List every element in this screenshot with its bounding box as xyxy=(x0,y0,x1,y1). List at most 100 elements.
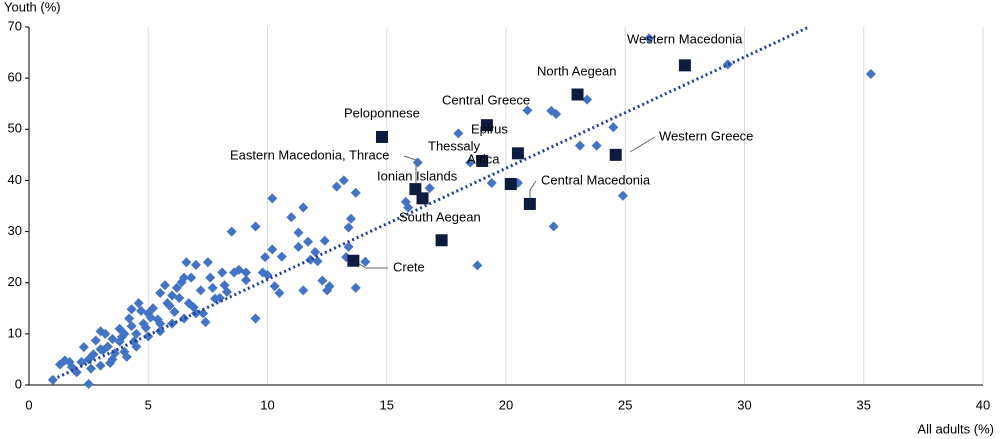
point xyxy=(350,282,361,293)
x-tick-label: 35 xyxy=(857,397,871,412)
point xyxy=(574,140,585,151)
point xyxy=(174,293,185,304)
point xyxy=(171,282,182,293)
point xyxy=(169,306,180,317)
y-axis-title: Youth (%) xyxy=(4,0,61,14)
point xyxy=(472,260,483,271)
point xyxy=(217,267,228,278)
point xyxy=(293,227,304,238)
point xyxy=(343,222,354,233)
point xyxy=(260,252,271,263)
point xyxy=(155,326,166,337)
point xyxy=(865,69,876,80)
point xyxy=(76,356,87,367)
point xyxy=(303,236,314,247)
point xyxy=(250,221,261,232)
point xyxy=(205,272,216,283)
point-label: Crete xyxy=(393,259,425,274)
point xyxy=(126,321,137,332)
point xyxy=(86,363,97,374)
point xyxy=(131,328,142,339)
point xyxy=(317,275,328,286)
point-label: Ionian Islands xyxy=(377,168,458,183)
x-tick-label: 15 xyxy=(380,397,394,412)
point xyxy=(465,157,476,168)
point xyxy=(343,241,354,252)
point xyxy=(269,281,280,292)
highlight-point xyxy=(511,147,524,160)
point xyxy=(136,305,147,316)
point xyxy=(424,183,435,194)
x-tick-label: 5 xyxy=(145,397,152,412)
point xyxy=(229,267,240,278)
highlight-point xyxy=(476,154,489,167)
point xyxy=(159,280,170,291)
point xyxy=(522,105,533,116)
point xyxy=(95,326,106,337)
point xyxy=(198,308,209,319)
point xyxy=(105,358,116,369)
x-axis-title: All adults (%) xyxy=(917,421,994,436)
point xyxy=(591,140,602,151)
x-tick-label: 0 xyxy=(25,397,32,412)
point xyxy=(162,298,173,309)
point xyxy=(121,351,132,362)
point xyxy=(155,287,166,298)
point xyxy=(71,367,82,378)
point-label: Attica xyxy=(467,151,500,166)
x-tick-label: 10 xyxy=(260,397,274,412)
point xyxy=(186,272,197,283)
point xyxy=(338,175,349,186)
point xyxy=(181,257,192,268)
highlight-point xyxy=(416,192,429,205)
point xyxy=(97,345,108,356)
x-tick-label: 30 xyxy=(737,397,751,412)
point xyxy=(207,282,218,293)
highlight-point xyxy=(347,254,360,267)
point xyxy=(148,303,159,314)
point xyxy=(267,193,278,204)
x-tick-label: 40 xyxy=(976,397,990,412)
point xyxy=(188,302,199,313)
point xyxy=(319,235,330,246)
point xyxy=(145,312,156,323)
point xyxy=(298,202,309,213)
point-label: Epirus xyxy=(471,121,508,136)
x-tick-label: 20 xyxy=(499,397,513,412)
point xyxy=(47,374,58,385)
y-tick-label: 70 xyxy=(8,18,22,33)
highlight-point xyxy=(435,234,448,247)
point xyxy=(78,342,89,353)
leader-line xyxy=(355,261,388,269)
highlight-point xyxy=(523,197,536,210)
point xyxy=(293,241,304,252)
leader-line xyxy=(529,180,537,200)
point xyxy=(400,196,411,207)
point xyxy=(331,181,342,192)
point xyxy=(486,177,497,188)
point xyxy=(262,270,273,281)
point xyxy=(176,277,187,288)
point xyxy=(322,285,333,296)
point xyxy=(140,322,151,333)
point-label: Peloponnese xyxy=(344,105,420,120)
point xyxy=(453,128,464,139)
point-label: North Aegean xyxy=(537,63,617,78)
highlight-point xyxy=(480,119,493,132)
point xyxy=(276,251,287,262)
point xyxy=(117,331,128,342)
y-tick-label: 40 xyxy=(8,172,22,187)
point xyxy=(126,304,137,315)
point-label: Central Greece xyxy=(442,92,530,107)
highlight-point xyxy=(609,148,622,161)
trend-line xyxy=(56,25,810,379)
highlight-point xyxy=(504,178,517,191)
point xyxy=(95,360,106,371)
point xyxy=(202,257,213,268)
point xyxy=(298,285,309,296)
point xyxy=(143,331,154,342)
point xyxy=(133,298,144,309)
y-tick-label: 10 xyxy=(8,325,22,340)
highlight-point xyxy=(678,59,691,72)
